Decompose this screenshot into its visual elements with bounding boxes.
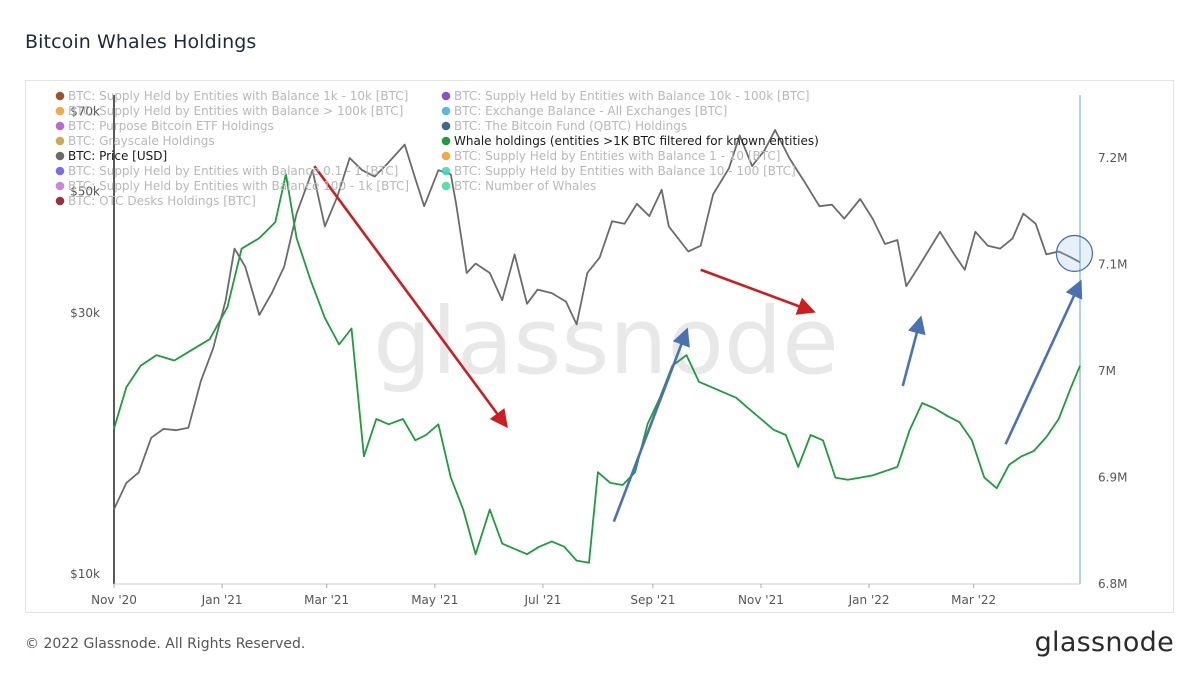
x-tick-label: Nov '21: [738, 593, 784, 607]
chart-legend[interactable]: BTC: Supply Held by Entities with Balanc…: [55, 89, 819, 208]
legend-label: BTC: Purpose Bitcoin ETF Holdings: [68, 119, 274, 133]
legend-item[interactable]: BTC: Supply Held by Entities with Balanc…: [55, 104, 404, 118]
legend-item[interactable]: BTC: Supply Held by Entities with Balanc…: [441, 149, 781, 163]
legend-item[interactable]: Whale holdings (entities >1K BTC filtere…: [441, 134, 819, 148]
legend-swatch-icon: [55, 151, 65, 161]
y-right-tick-label: 7.2M: [1098, 151, 1127, 165]
legend-item[interactable]: BTC: Supply Held by Entities with Balanc…: [55, 179, 409, 193]
price-series-line: [113, 129, 1081, 510]
legend-label: BTC: Supply Held by Entities with Balanc…: [454, 164, 796, 178]
chart-panel: glassnode $10k $30k $50k $70k 6.8M 6.9M 7M 7.1M…: [25, 80, 1174, 613]
page-title: Bitcoin Whales Holdings: [25, 31, 257, 53]
legend-item[interactable]: BTC: Supply Held by Entities with Balanc…: [441, 89, 810, 103]
y-right-tick-label: 7.1M: [1098, 258, 1127, 272]
legend-swatch-icon: [441, 91, 451, 101]
legend-label: BTC: Supply Held by Entities with Balanc…: [68, 179, 409, 193]
legend-swatch-icon: [55, 196, 65, 206]
legend-label: BTC: Supply Held by Entities with Balanc…: [68, 164, 398, 178]
y-left-tick-label: $30k: [70, 306, 100, 320]
legend-label: BTC: OTC Desks Holdings [BTC]: [68, 194, 256, 208]
legend-swatch-icon: [441, 136, 451, 146]
legend-item[interactable]: BTC: Grayscale Holdings: [55, 134, 215, 148]
legend-label: BTC: Supply Held by Entities with Balanc…: [454, 149, 780, 163]
x-tick-label: Jan '21: [201, 593, 243, 607]
legend-label: BTC: Grayscale Holdings: [68, 134, 215, 148]
x-tick-label: Mar '21: [304, 593, 349, 607]
legend-item[interactable]: BTC: Price [USD]: [55, 149, 167, 163]
legend-label: BTC: Number of Whales: [454, 179, 596, 193]
legend-item[interactable]: BTC: Number of Whales: [441, 179, 597, 193]
blue-trend-arrow: [1004, 279, 1083, 445]
chart-svg: glassnode $10k $30k $50k $70k 6.8M 6.9M 7M 7.1M…: [55, 89, 1127, 607]
legend-item[interactable]: BTC: Supply Held by Entities with Balanc…: [55, 164, 399, 178]
annotation-layer: [313, 165, 1094, 523]
legend-label: BTC: The Bitcoin Fund (QBTC) Holdings: [454, 119, 687, 133]
legend-swatch-icon: [55, 91, 65, 101]
legend-item[interactable]: BTC: Exchange Balance - All Exchanges [B…: [441, 104, 728, 118]
legend-swatch-icon: [55, 181, 65, 191]
axes-layer: $10k $30k $50k $70k 6.8M 6.9M 7M 7.1M 7.2M Nov '2…: [70, 95, 1127, 607]
legend-swatch-icon: [55, 166, 65, 176]
x-tick-label: May '21: [411, 593, 458, 607]
red-trend-arrow: [313, 165, 508, 429]
legend-label: Whale holdings (entities >1K BTC filtere…: [454, 134, 819, 148]
legend-label: BTC: Price [USD]: [68, 149, 167, 163]
legend-swatch-icon: [441, 151, 451, 161]
legend-item[interactable]: BTC: Supply Held by Entities with Balanc…: [55, 89, 409, 103]
glassnode-logo: glassnode: [1034, 627, 1174, 658]
x-tick-label: Nov '20: [91, 593, 137, 607]
legend-swatch-icon: [441, 106, 451, 116]
legend-label: BTC: Supply Held by Entities with Balanc…: [454, 89, 810, 103]
blue-trend-arrow: [901, 315, 926, 387]
x-tick-label: Jan '22: [848, 593, 890, 607]
copyright-text: © 2022 Glassnode. All Rights Reserved.: [25, 636, 306, 652]
y-left-tick-label: $10k: [70, 567, 100, 581]
watermark-text: glassnode: [373, 288, 839, 395]
legend-item[interactable]: BTC: The Bitcoin Fund (QBTC) Holdings: [441, 119, 687, 133]
y-right-tick-label: 6.9M: [1098, 471, 1127, 485]
x-tick-label: Mar '22: [951, 593, 996, 607]
red-trend-arrow: [700, 268, 816, 315]
legend-swatch-icon: [55, 136, 65, 146]
y-left-tick-label: $70k: [70, 104, 100, 118]
legend-item[interactable]: BTC: Supply Held by Entities with Balanc…: [441, 164, 796, 178]
y-left-tick-label: $50k: [70, 184, 100, 198]
highlight-circle: [1055, 234, 1094, 273]
y-right-tick-label: 6.8M: [1098, 577, 1127, 591]
whale-holdings-series-line: [113, 173, 1081, 564]
legend-swatch-icon: [55, 106, 65, 116]
blue-trend-arrow: [612, 327, 690, 523]
legend-item[interactable]: BTC: OTC Desks Holdings [BTC]: [55, 194, 256, 208]
legend-swatch-icon: [441, 121, 451, 131]
legend-label: BTC: Exchange Balance - All Exchanges [B…: [454, 104, 727, 118]
legend-swatch-icon: [441, 181, 451, 191]
legend-swatch-icon: [441, 166, 451, 176]
y-right-tick-label: 7M: [1098, 364, 1116, 378]
legend-item[interactable]: BTC: Purpose Bitcoin ETF Holdings: [55, 119, 274, 133]
legend-swatch-icon: [55, 121, 65, 131]
legend-label: BTC: Supply Held by Entities with Balanc…: [68, 104, 403, 118]
series-layer: [113, 129, 1081, 564]
x-tick-label: Jul '21: [524, 593, 562, 607]
x-tick-label: Sep '21: [630, 593, 675, 607]
legend-label: BTC: Supply Held by Entities with Balanc…: [68, 89, 408, 103]
